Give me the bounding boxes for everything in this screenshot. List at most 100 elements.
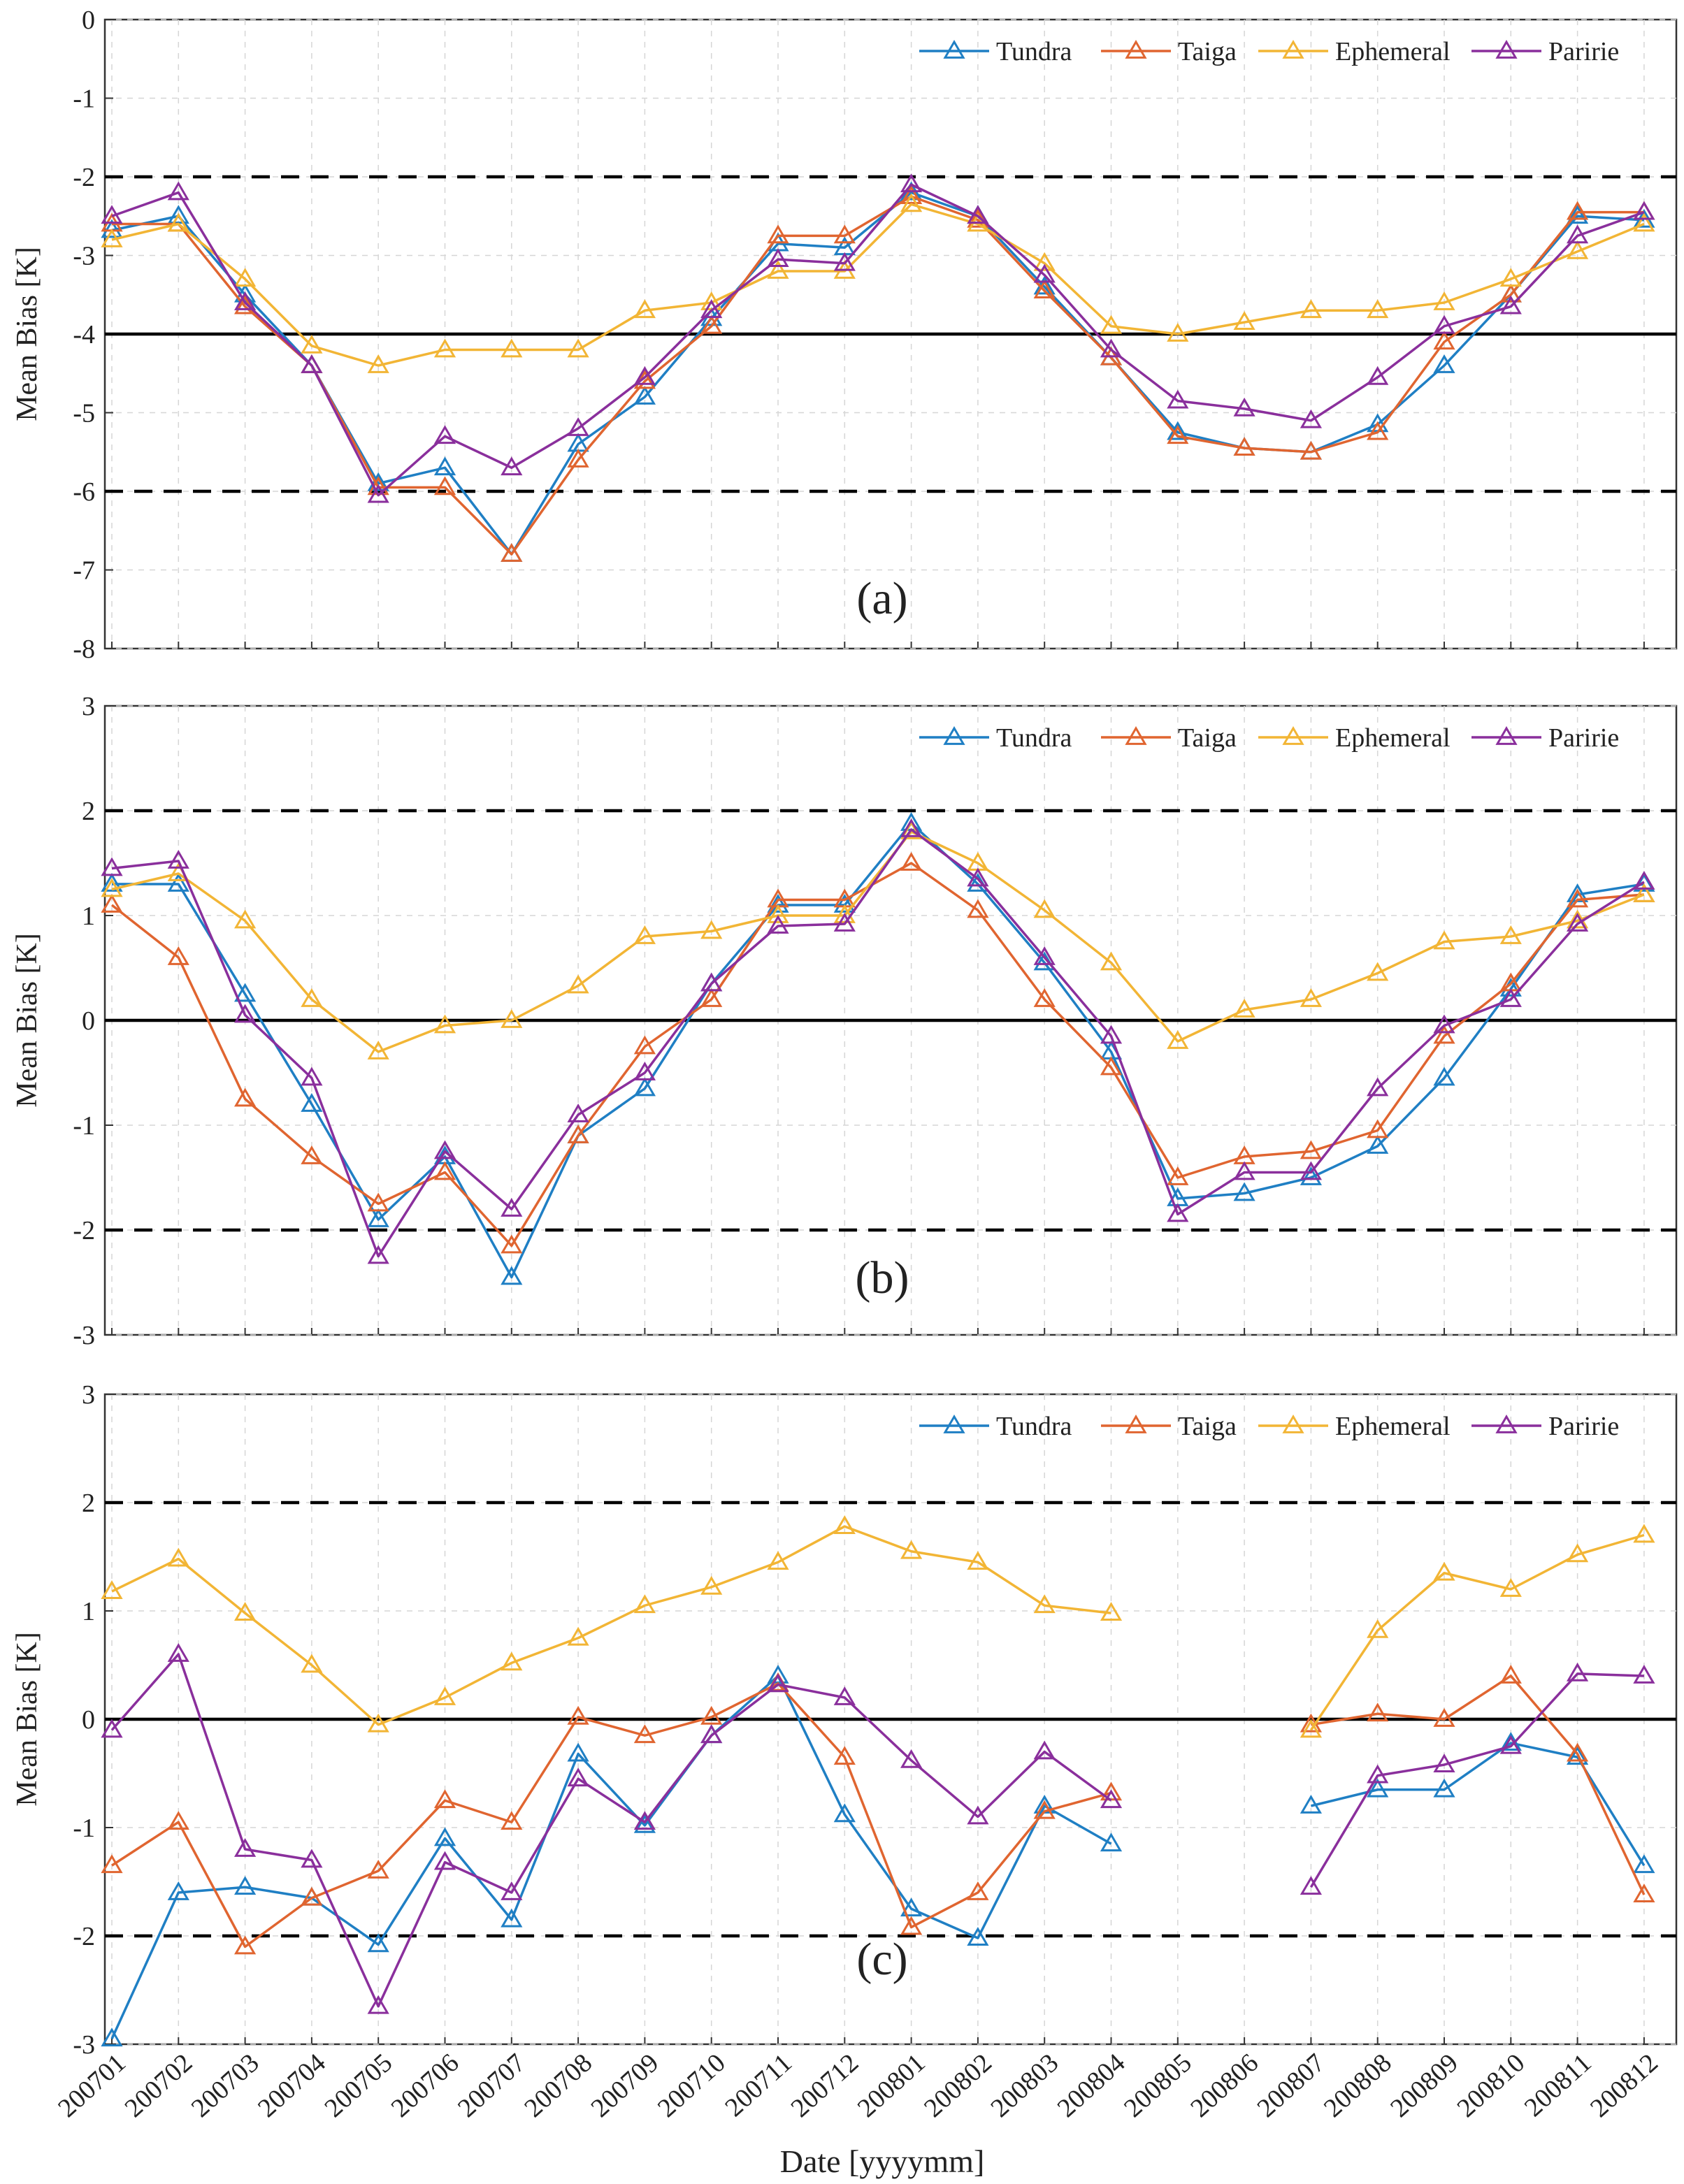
data-point xyxy=(1367,1619,1389,1638)
data-point xyxy=(501,1266,523,1285)
data-point xyxy=(167,212,189,232)
data-point xyxy=(700,972,723,992)
data-point xyxy=(633,1077,656,1097)
series-ephemeral xyxy=(101,193,1655,373)
data-point xyxy=(367,1192,389,1212)
data-point xyxy=(1300,1795,1323,1814)
data-point xyxy=(1633,1665,1655,1684)
data-point xyxy=(233,909,257,929)
data-point xyxy=(767,260,789,279)
panel-label: (b) xyxy=(856,1252,909,1303)
legend-label: Tundra xyxy=(996,37,1072,66)
data-point xyxy=(433,456,456,476)
x-tick-label: 200809 xyxy=(1385,2048,1464,2122)
data-point xyxy=(1100,1056,1123,1076)
x-tick-label: 200810 xyxy=(1452,2048,1531,2122)
data-point xyxy=(501,338,523,358)
series-line xyxy=(111,830,1645,1053)
data-point xyxy=(1566,224,1589,244)
data-point xyxy=(1300,409,1323,428)
data-point xyxy=(767,894,789,913)
data-point xyxy=(767,904,789,923)
series-line xyxy=(111,1525,1111,1726)
series-line xyxy=(1311,1675,1646,1895)
data-point xyxy=(501,456,523,476)
x-tick-label: 200811 xyxy=(1519,2048,1597,2122)
data-point xyxy=(1433,1753,1455,1772)
y-tick-label: 0 xyxy=(82,1006,95,1036)
data-point xyxy=(700,1705,723,1725)
series-line xyxy=(112,195,1644,556)
data-point xyxy=(501,1009,523,1028)
data-point xyxy=(101,205,123,224)
data-point xyxy=(1499,1735,1522,1754)
data-point xyxy=(101,219,123,238)
data-point xyxy=(833,894,856,913)
data-point xyxy=(833,1515,856,1534)
data-point xyxy=(101,873,123,892)
data-point xyxy=(1233,1161,1255,1180)
series-line xyxy=(112,822,1645,1279)
data-point xyxy=(900,173,923,193)
data-point xyxy=(367,1995,389,2014)
data-point xyxy=(1566,909,1589,929)
x-axis-label: Date [yyyymm] xyxy=(780,2143,985,2179)
legend-label: Taiga xyxy=(1178,723,1237,753)
data-point xyxy=(1167,323,1189,342)
y-tick-label: 2 xyxy=(82,797,95,826)
panel-label: (c) xyxy=(856,1934,907,1985)
x-tick-label: 200803 xyxy=(985,2048,1064,2122)
x-tick-label: 200703 xyxy=(186,2048,265,2122)
data-point xyxy=(1566,201,1589,220)
legend-label: Paririe xyxy=(1548,723,1619,753)
panel-1: 3 2 1 0 -1 -2 -3 Tundra Taiga Ephemeral Paririe Mea… xyxy=(11,692,1678,1350)
x-tick-label: 200705 xyxy=(319,2048,398,2122)
data-point xyxy=(233,1087,257,1107)
legend-marker xyxy=(1282,1415,1304,1433)
y-tick-label: -3 xyxy=(73,242,95,271)
data-point xyxy=(700,988,723,1007)
y-tick-label: 3 xyxy=(82,1380,95,1410)
series-line xyxy=(1309,1672,1644,1888)
data-point xyxy=(1233,999,1255,1018)
y-tick-label: 1 xyxy=(82,1597,95,1626)
x-tick-label: 200712 xyxy=(786,2048,865,2122)
y-tick-label: -1 xyxy=(73,1814,95,1843)
data-point xyxy=(233,1935,257,1955)
data-point xyxy=(101,857,123,876)
x-tick-label: 200710 xyxy=(652,2048,731,2122)
data-point xyxy=(567,1104,589,1122)
data-point xyxy=(1300,1140,1323,1159)
data-point xyxy=(1433,354,1455,373)
data-point xyxy=(567,1626,589,1646)
data-point xyxy=(1100,1789,1123,1809)
data-point xyxy=(501,1881,523,1900)
data-point xyxy=(367,472,389,491)
legend-marker xyxy=(1282,726,1304,745)
data-point xyxy=(1300,1876,1323,1895)
series-line xyxy=(110,1653,1112,2008)
data-point xyxy=(1433,331,1455,350)
data-point xyxy=(367,1208,389,1227)
panel-0: 0 -1 -2 -3 -4 -5 -6 -7 -8 Tundra Taiga Ephemeral Par… xyxy=(11,6,1678,664)
data-point xyxy=(1033,1800,1056,1819)
data-point xyxy=(1633,873,1655,892)
data-point xyxy=(301,1093,323,1112)
data-point xyxy=(1566,205,1589,224)
data-point xyxy=(367,1860,389,1879)
data-point xyxy=(501,1908,523,1928)
data-point xyxy=(501,1651,523,1671)
series-line xyxy=(111,191,1645,556)
data-point xyxy=(767,248,789,267)
data-point xyxy=(1499,988,1522,1007)
data-point xyxy=(1300,1166,1323,1185)
series-ephemeral xyxy=(101,820,1655,1060)
series-line xyxy=(111,828,1645,1258)
data-point xyxy=(1367,366,1389,385)
x-tick-label: 200708 xyxy=(519,2048,598,2122)
data-point xyxy=(167,1811,189,1830)
legend-label: Ephemeral xyxy=(1335,1412,1451,1441)
data-point xyxy=(967,1805,989,1825)
data-point xyxy=(233,1004,257,1023)
